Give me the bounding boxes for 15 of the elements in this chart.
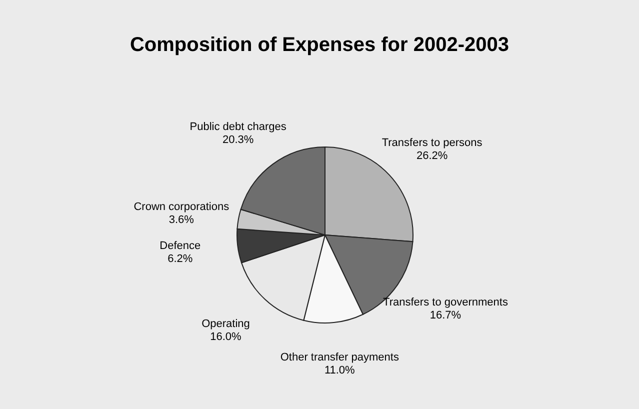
slice-label: Operating: [202, 318, 250, 330]
slice-label: Defence: [160, 240, 201, 252]
slice-label: Crown corporations: [134, 200, 230, 213]
slice-label: Other transfer payments: [280, 351, 400, 364]
data-label: 26.2%: [416, 150, 448, 162]
slice-label: Transfers to governments: [383, 296, 508, 308]
data-label: 6.2%: [168, 253, 193, 266]
data-label: 16.0%: [210, 330, 242, 343]
data-label: 20.3%: [222, 134, 254, 146]
data-label: 16.7%: [430, 309, 462, 322]
data-label: 3.6%: [168, 214, 194, 226]
data-label: 11.0%: [324, 364, 356, 376]
slice-label: Public debt charges: [190, 121, 287, 134]
slice-label: Transfers to persons: [382, 136, 483, 149]
chart-title: Composition of Expenses for 2002-2003: [128, 34, 510, 57]
